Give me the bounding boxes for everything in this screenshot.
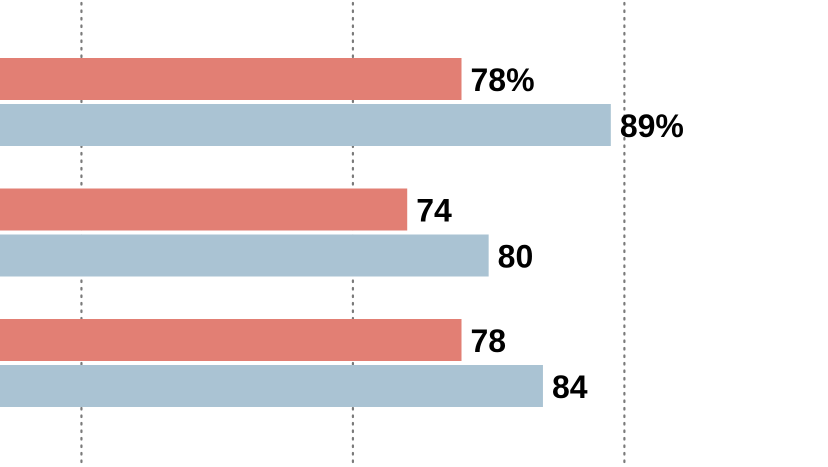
value-label-group-1-series-1: 78% <box>471 62 535 98</box>
value-label-group-2-series-2: 80 <box>498 239 534 275</box>
value-label-group-1-series-2: 89% <box>620 108 684 144</box>
value-label-group-2-series-1: 74 <box>416 193 452 229</box>
bars <box>0 58 611 407</box>
value-label-group-3-series-2: 84 <box>552 369 588 405</box>
bar-group-2-series-2 <box>0 234 489 277</box>
bar-group-3-series-2 <box>0 365 543 407</box>
bar-group-3-series-1 <box>0 319 462 361</box>
bar-group-2-series-1 <box>0 188 408 231</box>
bar-group-1-series-1 <box>0 58 462 100</box>
value-labels: 78% 89% 74 80 78 84 <box>416 62 684 405</box>
value-label-group-3-series-1: 78 <box>471 323 507 359</box>
bar-group-1-series-2 <box>0 104 611 146</box>
